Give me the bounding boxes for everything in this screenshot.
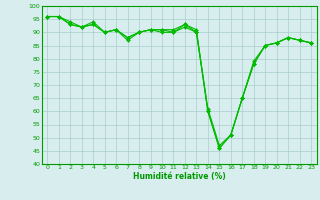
X-axis label: Humidité relative (%): Humidité relative (%) (133, 172, 226, 181)
